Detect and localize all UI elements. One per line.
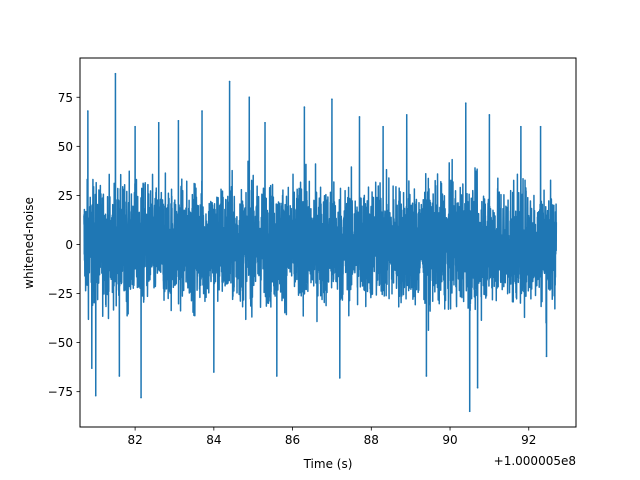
series-peak-point: [94, 394, 97, 397]
series-peak-point: [468, 410, 471, 413]
series-peak-point: [476, 386, 479, 389]
x-axis-offset-label: +1.000005e8: [494, 454, 576, 468]
series-peak-point: [264, 121, 266, 124]
series-peak-point: [539, 125, 542, 128]
x-axis-ticks: 82 84 86 88 90 92: [127, 427, 536, 447]
y-tick-label: 25: [58, 189, 73, 203]
x-tick-label: 92: [521, 433, 536, 447]
x-tick-label: 82: [127, 433, 142, 447]
series-peak-point: [134, 125, 136, 128]
series-peak-point: [488, 114, 491, 116]
y-axis-ticks: 75 50 25 0 −25 −50 −75: [48, 91, 80, 399]
axes-frame: [79, 57, 577, 428]
series-peak-point: [201, 110, 203, 112]
y-tick-label: 75: [58, 91, 73, 105]
y-tick-label: −75: [48, 385, 73, 399]
series-layer: [83, 72, 558, 413]
series-peak-point: [331, 98, 333, 101]
x-tick-label: 86: [285, 433, 300, 447]
y-tick-label: 0: [65, 238, 73, 252]
series-peak-point: [545, 355, 548, 358]
series-peak-point: [228, 80, 231, 83]
series-peak-point: [339, 377, 341, 379]
series-peak-point: [213, 371, 215, 373]
series-peak-point: [248, 96, 251, 99]
y-axis-label: whitened-noise: [22, 197, 36, 289]
series-peak-point: [425, 375, 428, 377]
x-tick-label: 90: [442, 433, 457, 447]
series-peak-point: [276, 375, 278, 377]
y-tick-label: −25: [48, 287, 73, 301]
series-peak-point: [520, 125, 522, 128]
series-peak-point: [87, 110, 89, 112]
series-peak-point: [358, 116, 361, 118]
x-tick-label: 84: [206, 433, 221, 447]
series-peak-point: [405, 114, 408, 116]
series-peak-point: [118, 375, 121, 377]
y-tick-label: −50: [48, 336, 73, 350]
series-peak-point: [382, 125, 384, 128]
x-tick-label: 88: [364, 433, 379, 447]
series-peak-point: [140, 396, 142, 399]
plot-area: [79, 57, 577, 428]
series-peak-point: [114, 72, 117, 75]
series-peak-point: [177, 120, 180, 122]
series-peak-point: [157, 121, 160, 124]
series-peak-point: [91, 367, 93, 369]
series-peak-point: [464, 102, 467, 104]
series-peak-point: [303, 106, 306, 108]
x-axis-label: Time (s): [303, 457, 353, 471]
y-tick-label: 50: [58, 140, 73, 154]
